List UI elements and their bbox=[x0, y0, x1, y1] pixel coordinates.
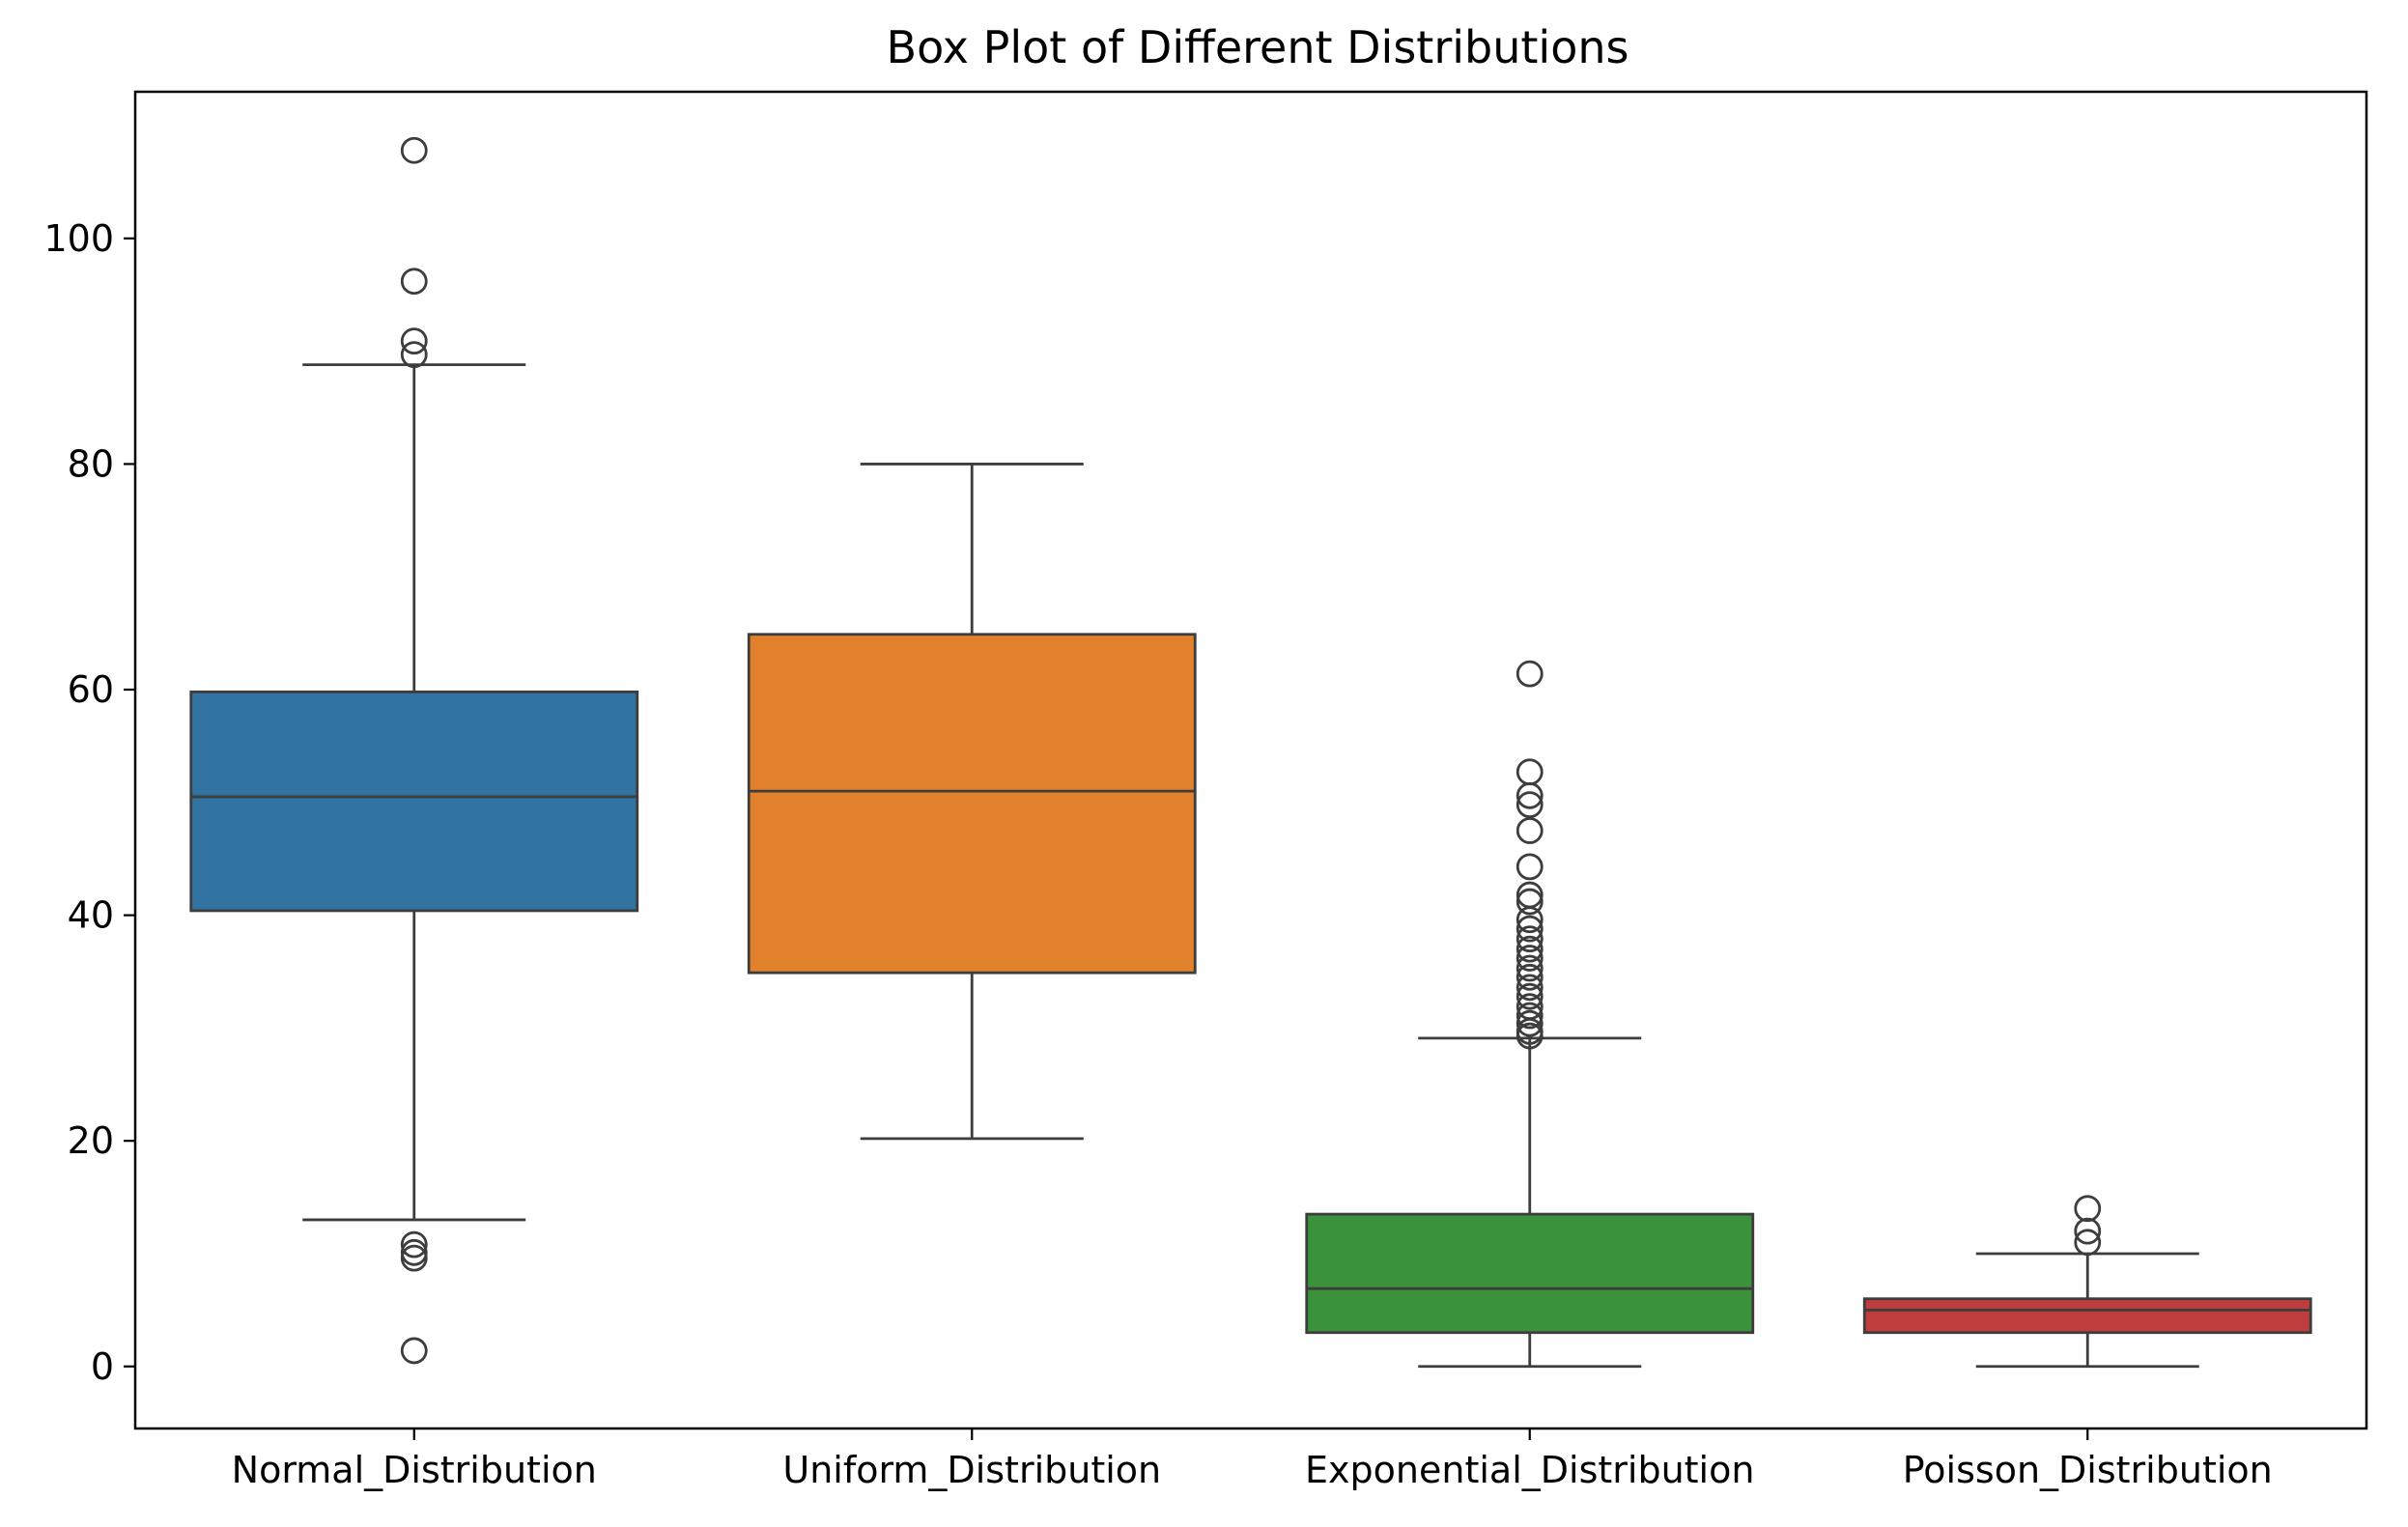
outlier-point bbox=[1516, 781, 1544, 809]
outlier-point bbox=[2074, 1217, 2102, 1245]
box-uniform-distribution bbox=[747, 633, 1197, 975]
outlier-point bbox=[1516, 935, 1544, 963]
outlier-point bbox=[1516, 974, 1544, 1002]
outlier-point bbox=[2074, 1229, 2102, 1257]
y-tick-label: 60 bbox=[68, 668, 114, 711]
outlier-point bbox=[1516, 853, 1544, 881]
box-exponential-distribution bbox=[1305, 1212, 1755, 1335]
outlier-point bbox=[1516, 758, 1544, 786]
outlier-point bbox=[1516, 1002, 1544, 1030]
x-tick-label: Uniform_Distribution bbox=[782, 1449, 1161, 1491]
axes-frame bbox=[133, 90, 2368, 1430]
outlier-point bbox=[400, 268, 428, 296]
box-normal-distribution bbox=[189, 690, 639, 913]
outlier-point bbox=[2074, 1195, 2102, 1223]
box-poisson-distribution bbox=[1862, 1297, 2312, 1335]
outlier-point bbox=[1516, 963, 1544, 991]
x-tick-label: Poisson_Distribution bbox=[1903, 1449, 2273, 1491]
outlier-point bbox=[1516, 906, 1544, 934]
plot-area: 0 20 40 60 80 100 Normal_Distribution Uniform_D… bbox=[43, 136, 2312, 1491]
outlier-point bbox=[1516, 791, 1544, 819]
outlier-point bbox=[1516, 915, 1544, 943]
outlier-point bbox=[1516, 982, 1544, 1010]
y-tick-label: 40 bbox=[68, 894, 114, 937]
outlier-point bbox=[400, 1230, 428, 1258]
outlier-point bbox=[400, 341, 428, 369]
outlier-point bbox=[400, 1337, 428, 1365]
outlier-point bbox=[400, 136, 428, 164]
outlier-point bbox=[1516, 954, 1544, 982]
x-tick-label: Exponential_Distribution bbox=[1305, 1449, 1754, 1491]
chart-title: Box Plot of Different Distributions bbox=[887, 21, 1629, 73]
outlier-point bbox=[1516, 1009, 1544, 1037]
outlier-point bbox=[1516, 660, 1544, 688]
y-tick-label: 0 bbox=[91, 1345, 114, 1388]
y-tick-label: 80 bbox=[68, 442, 114, 485]
y-tick-label: 20 bbox=[68, 1119, 114, 1162]
outlier-point bbox=[400, 1244, 428, 1272]
outlier-point bbox=[1516, 888, 1544, 916]
outlier-point bbox=[1516, 945, 1544, 972]
y-tick-label: 100 bbox=[43, 217, 114, 260]
outlier-point bbox=[1516, 1022, 1544, 1050]
x-tick-label: Normal_Distribution bbox=[232, 1449, 597, 1491]
outlier-point bbox=[1516, 817, 1544, 844]
outlier-point bbox=[400, 327, 428, 355]
outlier-point bbox=[1516, 925, 1544, 953]
